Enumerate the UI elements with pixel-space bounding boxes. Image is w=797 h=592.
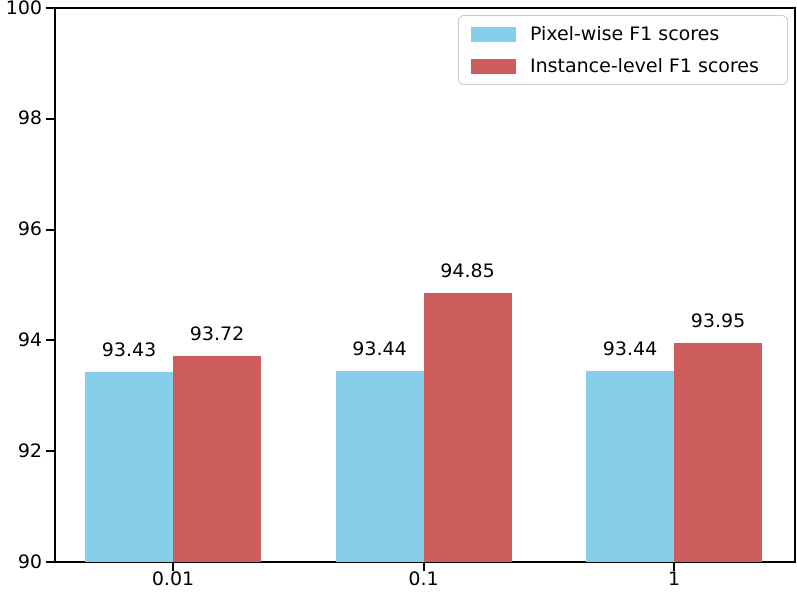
y-axis-tick-label: 92: [17, 439, 42, 462]
y-axis-tick: [46, 561, 55, 563]
y-axis-tick-label: 90: [17, 550, 42, 573]
y-axis-tick-label: 94: [17, 328, 42, 351]
legend-swatch-instance-level-icon: [471, 58, 516, 74]
legend-label-pixel-wise: Pixel-wise F1 scores: [530, 23, 720, 45]
x-axis-tick-label: 0.01: [151, 568, 195, 590]
bar-value-label: 93.44: [352, 338, 407, 361]
bar-value-label: 93.95: [690, 310, 746, 333]
legend: Pixel-wise F1 scores Instance-level F1 s…: [458, 15, 788, 85]
bar-value-label: 93.44: [602, 338, 658, 361]
y-axis-tick-label: 100: [5, 0, 42, 19]
x-axis-tick: [673, 562, 675, 571]
bar-value-label: 93.72: [189, 322, 245, 345]
y-axis-tick: [46, 450, 55, 453]
bar-pixel-wise-0.1: [335, 371, 424, 562]
x-axis-tick-label: 0.1: [408, 568, 439, 590]
y-axis-tick-label: 98: [17, 107, 42, 130]
legend-entry-pixel-wise: Pixel-wise F1 scores: [471, 22, 775, 47]
legend-label-instance-level: Instance-level F1 scores: [530, 55, 759, 77]
bar-instance-level-1: [674, 343, 762, 562]
x-axis-tick-label: 1: [667, 568, 681, 590]
bar-pixel-wise-0.01: [85, 371, 173, 562]
y-axis-tick: [46, 339, 55, 342]
x-axis-tick: [172, 562, 174, 571]
x-axis-tick: [422, 562, 425, 571]
bar-instance-level-0.1: [423, 293, 512, 562]
bar-value-label: 94.85: [440, 260, 495, 283]
y-axis-tick-label: 96: [17, 218, 42, 241]
y-axis-tick: [46, 7, 55, 9]
y-axis-tick: [46, 117, 55, 120]
y-axis-tick: [46, 228, 55, 231]
legend-entry-instance-level: Instance-level F1 scores: [471, 54, 775, 79]
bar-instance-level-0.01: [173, 355, 261, 562]
bar-value-label: 93.43: [101, 338, 157, 361]
plot-area: [54, 7, 796, 563]
bar-pixel-wise-1: [586, 371, 674, 562]
legend-swatch-pixel-wise-icon: [471, 26, 516, 42]
